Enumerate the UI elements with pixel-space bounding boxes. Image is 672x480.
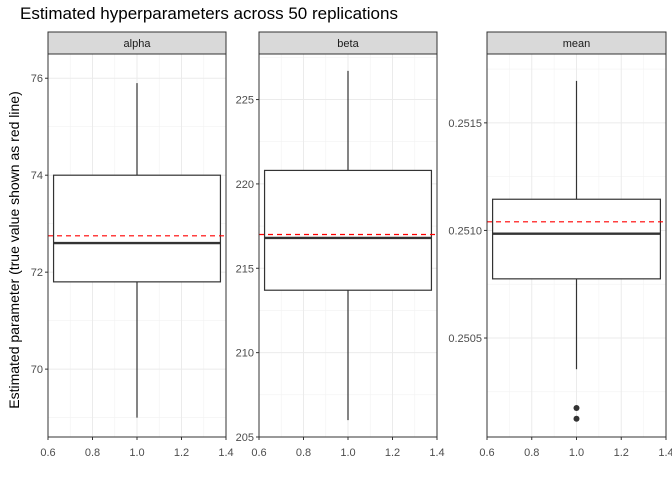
- y-tick-label: 220: [236, 179, 254, 191]
- y-tick-label: 72: [31, 267, 43, 279]
- y-tick-label: 76: [31, 73, 43, 85]
- y-tick-label: 0.2505: [448, 333, 482, 345]
- panel-beta: beta 205 210 215 220 225 0.6 0.8 1.0 1.2 1.4: [236, 31, 445, 459]
- x-tick-label: 1.4: [218, 447, 233, 459]
- x-tick-label: 0.8: [85, 447, 100, 459]
- y-tick-label: 225: [236, 95, 254, 107]
- x-tick-label: 1.2: [385, 447, 400, 459]
- chart-title: Estimated hyperparameters across 50 repl…: [20, 4, 398, 23]
- y-tick-label: 215: [236, 263, 254, 275]
- x-tick-label: 1.2: [614, 447, 629, 459]
- panel-alpha: alpha 70 72 74 76 0.6 0.8 1.0 1.2 1.4: [31, 31, 234, 459]
- x-tick-label: 0.6: [479, 447, 494, 459]
- facet-label-alpha: alpha: [124, 38, 152, 50]
- facet-label-beta: beta: [337, 38, 359, 50]
- outlier-point: [573, 404, 580, 411]
- x-tick-label: 0.6: [251, 447, 266, 459]
- x-tick-label: 1.0: [569, 447, 584, 459]
- x-tick-label: 1.0: [340, 447, 355, 459]
- y-tick-label: 210: [236, 348, 254, 360]
- x-tick-label: 0.6: [40, 447, 55, 459]
- y-tick-label: 205: [236, 432, 254, 444]
- facet-label-mean: mean: [563, 38, 591, 50]
- x-tick-label: 1.0: [129, 447, 144, 459]
- x-tick-label: 0.8: [524, 447, 539, 459]
- y-tick-label: 0.2515: [448, 118, 482, 130]
- x-tick-label: 1.4: [429, 447, 444, 459]
- y-tick-label: 70: [31, 364, 43, 376]
- y-tick-label: 74: [31, 170, 43, 182]
- box-iqr: [263, 169, 433, 291]
- box-iqr: [491, 198, 662, 280]
- y-tick-label: 0.2510: [448, 225, 482, 237]
- outlier-point: [573, 415, 580, 422]
- x-tick-label: 1.4: [658, 447, 672, 459]
- panel-mean: mean 0.2505 0.2510 0.2515 0.6 0.8 1.0 1.2 1.4: [448, 31, 672, 459]
- x-tick-label: 0.8: [296, 447, 311, 459]
- box-iqr: [52, 174, 222, 283]
- x-tick-label: 1.2: [174, 447, 189, 459]
